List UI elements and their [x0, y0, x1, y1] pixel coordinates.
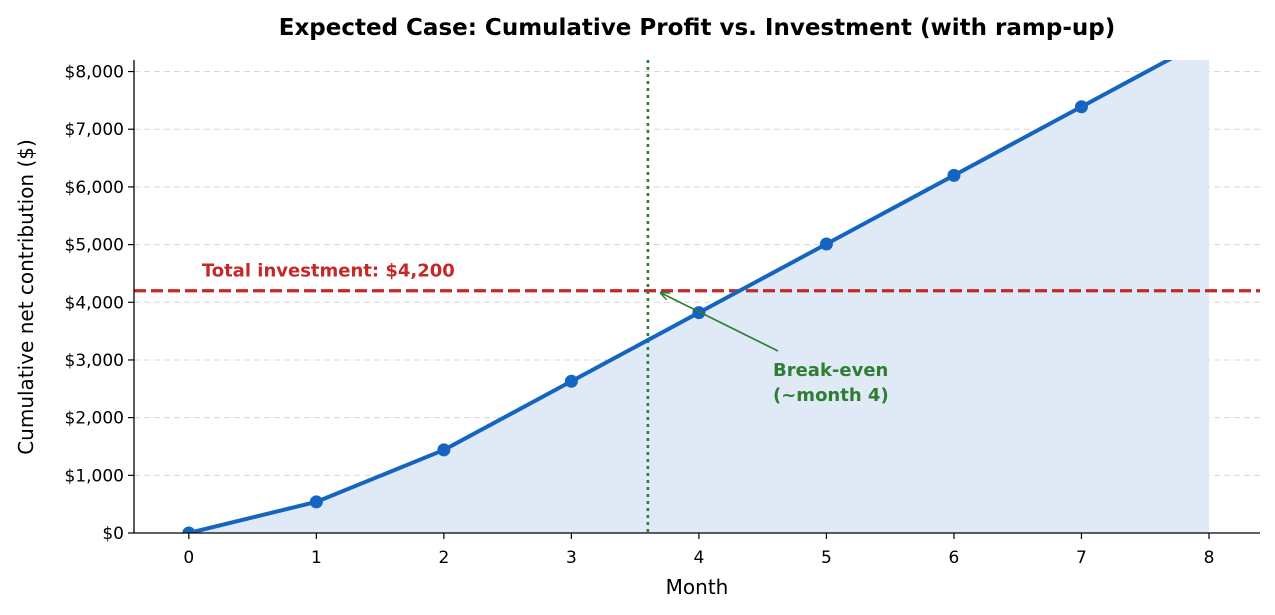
chart-title: Expected Case: Cumulative Profit vs. Inv…: [279, 15, 1116, 41]
x-tick-label: 2: [438, 548, 449, 568]
x-axis-label: Month: [666, 575, 729, 599]
x-tick-label: 5: [821, 548, 832, 568]
data-point: [692, 306, 706, 320]
y-tick-label: $2,000: [65, 409, 124, 429]
y-axis-label: Cumulative net contribution ($): [14, 139, 38, 455]
x-tick-label: 7: [1076, 548, 1087, 568]
break-even-label: (~month 4): [773, 385, 889, 406]
area-fill: [188, 60, 1209, 533]
y-tick-label: $6,000: [65, 178, 124, 198]
break-even-label: Break-even: [773, 360, 888, 381]
data-point: [947, 168, 961, 182]
y-tick-label: $3,000: [65, 351, 124, 371]
y-tick-label: $0: [102, 524, 124, 544]
data-point: [819, 237, 833, 251]
y-tick-label: $1,000: [65, 466, 124, 486]
y-tick-label: $4,000: [65, 293, 124, 313]
data-point: [1074, 100, 1088, 114]
y-tick-label: $8,000: [65, 63, 124, 83]
data-point: [437, 443, 451, 457]
data-point: [564, 374, 578, 388]
investment-label: Total investment: $4,200: [202, 261, 455, 282]
data-point: [182, 526, 196, 533]
x-tick-label: 6: [949, 548, 960, 568]
data-point: [309, 495, 323, 509]
x-tick-label: 1: [311, 548, 322, 568]
x-tick-label: 0: [183, 548, 194, 568]
x-tick-label: 4: [693, 548, 704, 568]
break-even-arrow: [661, 293, 779, 352]
x-tick-label: 8: [1204, 548, 1215, 568]
x-tick-label: 3: [566, 548, 577, 568]
y-tick-label: $7,000: [65, 120, 124, 140]
y-tick-label: $5,000: [65, 236, 124, 256]
